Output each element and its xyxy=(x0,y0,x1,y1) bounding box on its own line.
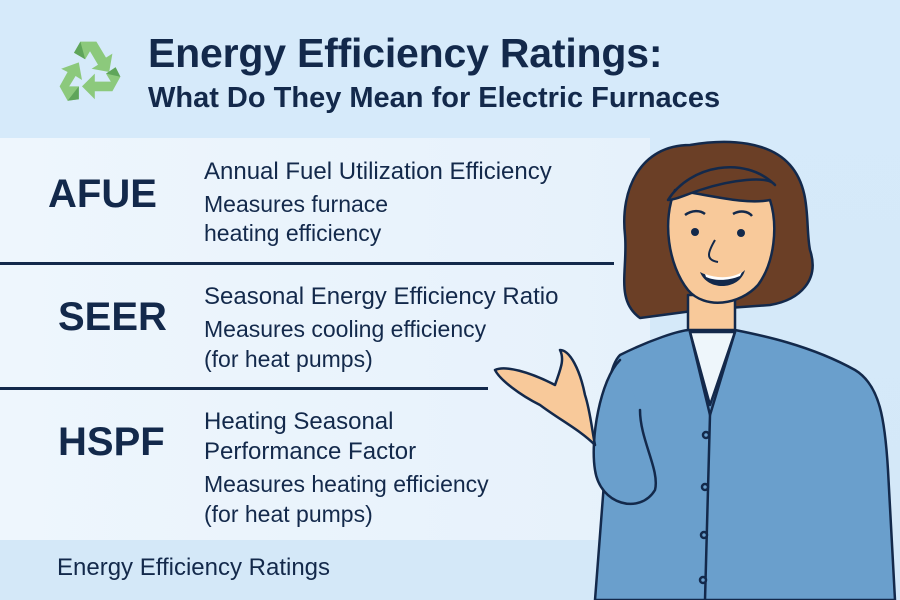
footer-label: Energy Efficiency Ratings xyxy=(57,554,331,581)
rating-seer: SEER Seasonal Energy Efficiency Ratio Me… xyxy=(0,265,650,388)
rating-abbr: AFUE xyxy=(48,172,157,216)
rating-name: Annual Fuel Utilization Efficiency xyxy=(204,158,552,185)
divider xyxy=(0,387,488,390)
rating-name: Performance Factor xyxy=(204,438,417,465)
rating-description-line: Measures furnace xyxy=(204,191,389,217)
woman-presenting-illustration xyxy=(493,140,897,600)
rating-name: Heating Seasonal xyxy=(204,408,394,435)
rating-hspf: HSPF Heating Seasonal Performance Factor… xyxy=(0,390,650,540)
rating-description-line: (for heat pumps) xyxy=(204,346,373,372)
header: Energy Efficiency Ratings: What Do They … xyxy=(0,0,900,135)
rating-abbr: SEER xyxy=(58,295,167,339)
rating-description-line: (for heat pumps) xyxy=(204,501,373,527)
ratings-panel: AFUE Annual Fuel Utilization Efficiency … xyxy=(0,138,650,540)
rating-description-line: heating efficiency xyxy=(204,220,382,246)
rating-abbr: HSPF xyxy=(58,420,165,464)
rating-name: Seasonal Energy Efficiency Ratio xyxy=(204,283,559,310)
recycle-icon xyxy=(59,41,121,101)
divider xyxy=(0,262,614,265)
page-subtitle: What Do They Mean for Electric Furnaces xyxy=(148,82,721,114)
rating-afue: AFUE Annual Fuel Utilization Efficiency … xyxy=(0,138,650,263)
page-title: Energy Efficiency Ratings: xyxy=(148,30,663,76)
rating-description-line: Measures heating efficiency xyxy=(204,471,489,497)
rating-description-line: Measures cooling efficiency xyxy=(204,316,487,342)
